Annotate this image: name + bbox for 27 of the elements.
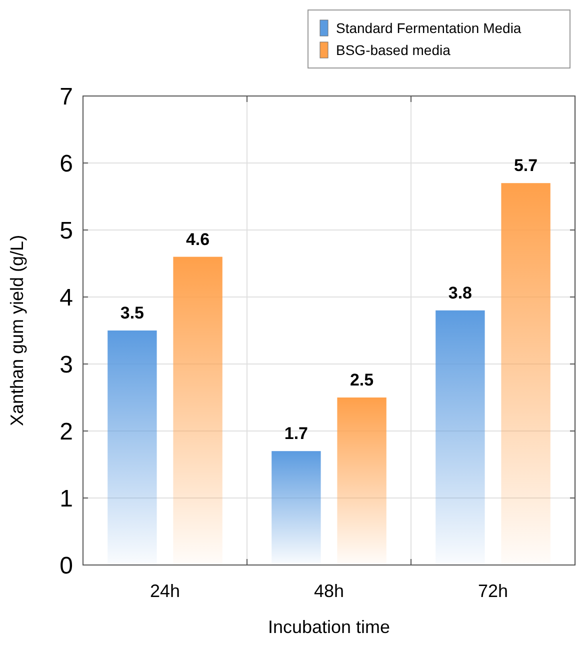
bar (436, 310, 485, 565)
y-tick-label: 7 (60, 83, 73, 110)
data-label: 3.5 (120, 304, 144, 322)
legend-label: BSG-based media (336, 42, 451, 58)
data-label: 2.5 (350, 370, 374, 390)
bar (272, 451, 321, 565)
data-label: 1.7 (284, 424, 308, 444)
bar (501, 183, 550, 565)
y-tick-label: 0 (60, 552, 73, 580)
y-tick-label: 4 (60, 284, 73, 312)
legend-label: Standard Fermentation Media (336, 20, 522, 36)
bar (173, 256, 222, 565)
x-tick-label: 24h (150, 581, 180, 601)
x-axis-title: Incubation time (268, 617, 390, 637)
data-label: 4.6 (186, 230, 210, 249)
y-axis-title: Xanthan gum yield (g/L) (7, 234, 27, 426)
y-tick-label: 1 (60, 485, 73, 512)
y-tick-label: 6 (60, 150, 73, 178)
bar (337, 398, 386, 565)
y-tick-label: 5 (60, 217, 73, 244)
data-label: 5.7 (514, 156, 538, 176)
y-tick-label: 2 (60, 418, 73, 446)
x-tick-label: 48h (314, 581, 344, 601)
bar (108, 330, 157, 565)
y-tick-label: 3 (60, 351, 73, 378)
x-tick-label: 72h (478, 581, 508, 601)
data-label: 3.8 (448, 283, 472, 302)
